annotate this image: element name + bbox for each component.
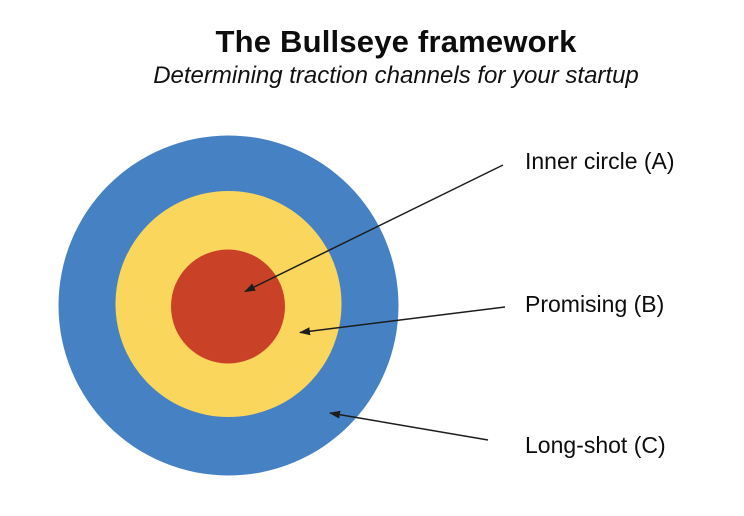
inner-ring-circle <box>171 249 285 364</box>
arrow-line-inner-circle <box>244 164 504 293</box>
label-inner-circle: Inner circle (A) <box>525 148 675 174</box>
page-title: The Bullseye framework <box>215 24 577 59</box>
header: The Bullseye framework Determining tract… <box>48 24 744 90</box>
arrow-line-promising <box>299 306 506 336</box>
label-long-shot: Long-shot (C) <box>525 432 666 458</box>
label-promising: Promising (B) <box>525 291 665 317</box>
page-subtitle: Determining traction channels for your s… <box>153 62 639 89</box>
arrow-line-long-shot <box>329 410 489 441</box>
